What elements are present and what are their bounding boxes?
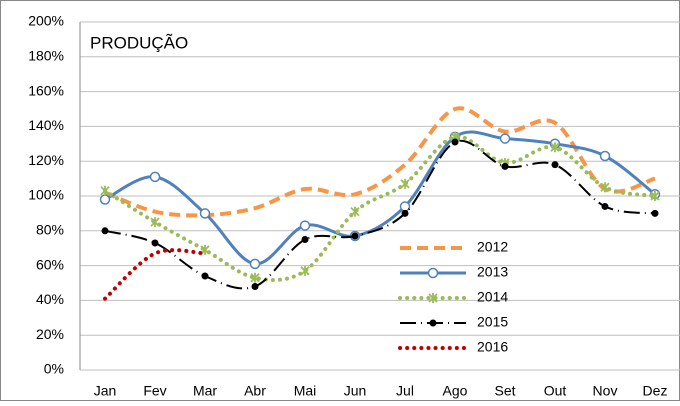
x-tick-label: Mai: [294, 383, 317, 399]
x-tick-label: Set: [494, 383, 515, 399]
lines: [99, 106, 661, 301]
marker: [150, 217, 160, 228]
legend-label: 2016: [477, 339, 508, 355]
marker: [401, 209, 409, 217]
marker: [428, 293, 438, 303]
legend-label: 2015: [477, 314, 508, 330]
marker: [399, 201, 411, 212]
marker: [99, 194, 111, 205]
marker: [599, 150, 611, 162]
x-tick-label: Dez: [643, 383, 668, 399]
legend-label: 2012: [477, 239, 508, 255]
marker: [429, 319, 437, 327]
x-tick-label: Jun: [344, 383, 367, 399]
y-tick-label: 20%: [36, 326, 64, 342]
chart-title: PRODUÇÃO: [90, 33, 188, 52]
marker: [300, 265, 310, 276]
x-tick-label: Abr: [244, 383, 266, 399]
y-tick-label: 160%: [28, 82, 64, 98]
y-tick-label: 60%: [36, 256, 64, 272]
x-tick-label: Ago: [443, 383, 468, 399]
x-tick-label: Jan: [94, 383, 117, 399]
marker: [100, 185, 110, 196]
marker: [350, 206, 360, 217]
marker: [199, 208, 211, 219]
y-tick-label: 80%: [36, 222, 64, 238]
marker: [499, 133, 511, 144]
legend-label: 2014: [477, 289, 508, 305]
marker: [101, 227, 109, 235]
marker: [550, 142, 560, 153]
marker: [451, 138, 459, 146]
marker: [551, 161, 559, 169]
marker: [351, 232, 359, 240]
series-line: [103, 134, 657, 283]
x-tick-label: Jul: [396, 383, 414, 399]
y-tick-label: 180%: [28, 48, 64, 64]
x-tick-label: Mar: [193, 383, 217, 399]
marker: [301, 236, 309, 243]
marker: [151, 239, 159, 247]
marker: [651, 209, 659, 217]
y-tick-label: 100%: [28, 187, 64, 203]
y-tick-label: 120%: [28, 152, 64, 168]
y-tick-label: 40%: [36, 291, 64, 307]
marker: [501, 162, 509, 170]
marker: [251, 282, 259, 290]
marker: [250, 272, 260, 283]
legend-label: 2013: [477, 264, 508, 280]
x-tick-label: Fev: [143, 383, 166, 399]
series-line: [103, 248, 207, 301]
y-tick-label: 0%: [44, 361, 64, 377]
grid: [79, 21, 680, 371]
marker: [299, 220, 311, 231]
x-tick-label: Nov: [593, 383, 618, 399]
y-tick-label: 140%: [28, 117, 64, 133]
marker: [600, 182, 610, 193]
marker: [400, 178, 410, 189]
marker: [249, 258, 261, 270]
marker: [201, 272, 209, 280]
marker: [601, 202, 609, 210]
marker: [427, 267, 439, 279]
marker: [149, 171, 161, 183]
marker: [650, 191, 660, 201]
x-tick-label: Out: [544, 383, 567, 399]
y-tick-label: 200%: [28, 13, 64, 29]
